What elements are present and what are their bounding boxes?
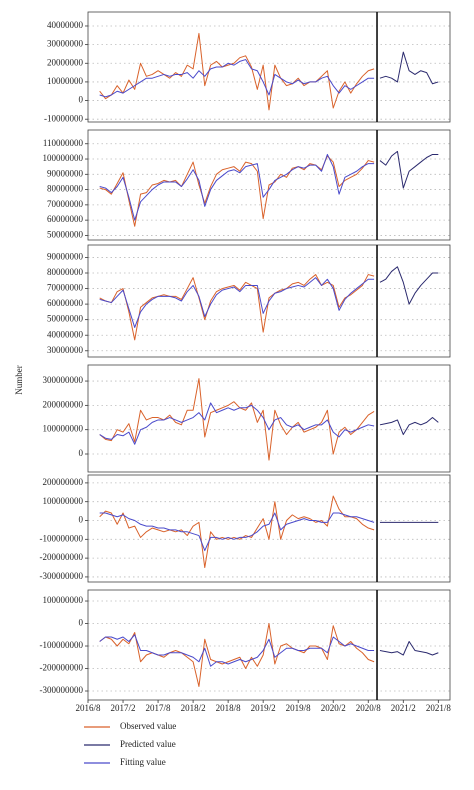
y-tick-label: 100000000	[43, 595, 84, 605]
series-line	[99, 402, 375, 445]
y-tick-label: 100000000	[43, 496, 84, 506]
x-tick-label: 2021/2	[391, 703, 416, 713]
series-line	[99, 623, 375, 687]
series-line	[99, 59, 375, 98]
y-tick-label: 300000000	[43, 375, 84, 385]
series-line	[99, 274, 375, 341]
panel-frame	[87, 589, 451, 701]
y-tick-label: 30000000	[47, 39, 84, 49]
y-tick-label: -100000000	[40, 640, 84, 650]
y-tick-label: 70000000	[47, 283, 84, 293]
y-tick-label: 100000000	[43, 153, 84, 163]
y-tick-label: 0	[79, 448, 84, 458]
legend-label: Observed value	[120, 721, 176, 731]
y-tick-label: -200000000	[40, 663, 84, 673]
y-tick-label: 20000000	[47, 57, 84, 67]
y-tick-label: 90000000	[47, 252, 84, 262]
panel-frame	[87, 474, 451, 583]
panel-frame	[87, 129, 451, 241]
y-tick-label: 90000000	[47, 168, 84, 178]
series-line	[379, 417, 439, 436]
panel-frame	[87, 364, 451, 473]
series-line	[379, 51, 439, 85]
y-tick-label: 10000000	[47, 76, 84, 86]
y-axis-label: Number	[14, 365, 24, 395]
x-tick-label: 2018/8	[216, 703, 242, 713]
x-tick-label: 2016/8	[75, 703, 101, 713]
y-tick-label: 30000000	[47, 345, 84, 355]
y-tick-label: -300000000	[40, 571, 84, 581]
x-tick-label: 2019/2	[251, 703, 276, 713]
x-tick-label: 2019/8	[286, 703, 312, 713]
x-tick-label: 2018/2	[181, 703, 206, 713]
y-tick-label: -10000000	[44, 113, 83, 123]
y-tick-label: 200000000	[43, 477, 84, 487]
y-tick-label: -100000000	[40, 533, 84, 543]
series-line	[379, 266, 439, 305]
series-line	[379, 641, 439, 656]
x-tick-label: 2021/8	[426, 703, 452, 713]
series-line	[99, 378, 375, 461]
panel-frame	[87, 244, 451, 358]
y-tick-label: 0	[79, 618, 84, 628]
x-tick-label: 2017/2	[111, 703, 136, 713]
y-tick-label: -300000000	[40, 685, 84, 695]
y-tick-label: 80000000	[47, 184, 84, 194]
x-tick-label: 2020/2	[321, 703, 346, 713]
y-tick-label: 70000000	[47, 199, 84, 209]
series-line	[99, 495, 375, 569]
y-tick-label: 110000000	[43, 138, 84, 148]
legend-label: Predicted value	[120, 739, 176, 749]
series-line	[99, 512, 375, 552]
series-line	[99, 634, 375, 667]
y-tick-label: -200000000	[40, 552, 84, 562]
y-tick-label: 100000000	[43, 424, 84, 434]
series-line	[99, 153, 375, 221]
y-tick-label: 60000000	[47, 298, 84, 308]
y-tick-label: 0	[79, 515, 84, 525]
y-tick-label: 60000000	[47, 214, 84, 224]
y-tick-label: 50000000	[47, 229, 84, 239]
y-tick-label: 50000000	[47, 314, 84, 324]
y-tick-label: 40000000	[47, 20, 84, 30]
y-tick-label: 0	[79, 95, 84, 105]
legend-label: Fitting value	[120, 757, 166, 767]
x-tick-label: 2020/8	[356, 703, 382, 713]
x-tick-label: 2017/8	[146, 703, 172, 713]
series-line	[379, 150, 439, 189]
series-line	[99, 277, 375, 328]
y-tick-label: 200000000	[43, 399, 84, 409]
y-tick-label: 80000000	[47, 267, 84, 277]
y-tick-label: 40000000	[47, 329, 84, 339]
panel-frame	[87, 11, 451, 123]
